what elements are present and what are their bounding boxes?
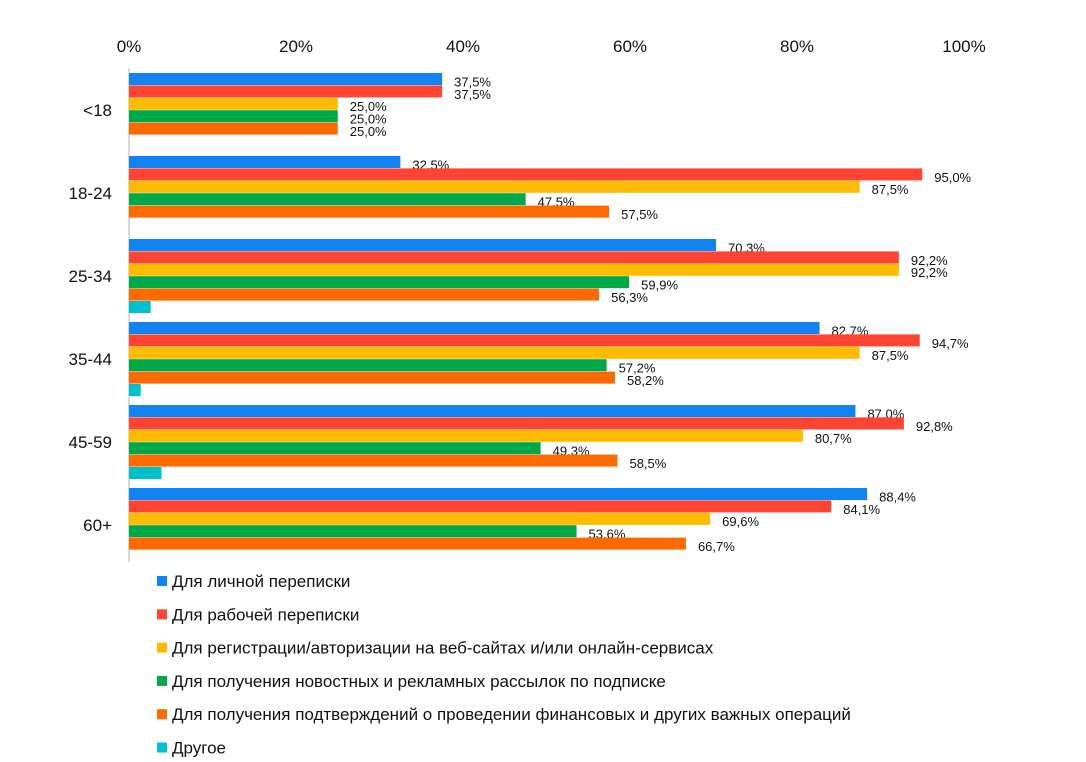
bar-2 — [129, 168, 923, 181]
bar-5 — [129, 122, 338, 135]
bar-6 — [129, 301, 151, 313]
data-label: 92,8% — [916, 419, 953, 434]
y-category-label: 45-59 — [69, 433, 112, 452]
bar-2 — [129, 251, 899, 264]
bar-6 — [129, 384, 141, 396]
bar-4 — [129, 276, 630, 289]
bar-5 — [129, 537, 686, 550]
legend-label: Для рабочей переписки — [172, 605, 359, 624]
data-label: 25,0% — [350, 112, 387, 127]
data-label: 84,1% — [843, 502, 880, 517]
data-label: 56,3% — [611, 290, 648, 305]
x-tick-label: 60% — [613, 37, 647, 56]
data-label: 58,5% — [629, 456, 666, 471]
bar-3 — [129, 263, 899, 276]
legend-swatch — [157, 642, 167, 653]
legend-label: Для получения новостных и рекламных расс… — [172, 672, 666, 691]
data-label: 69,6% — [722, 514, 759, 529]
bar-1 — [129, 488, 868, 500]
bar-3 — [129, 429, 803, 442]
bar-2 — [129, 417, 904, 430]
y-category-label: <18 — [83, 101, 112, 120]
legend-swatch — [157, 709, 167, 720]
bar-3 — [129, 97, 338, 110]
data-label: 57,5% — [621, 207, 658, 222]
x-tick-label: 80% — [780, 37, 814, 56]
bar-4 — [129, 525, 577, 538]
data-label: 92,2% — [911, 253, 948, 268]
legend-label: Для получения подтверждений о проведении… — [172, 705, 851, 724]
bar-1 — [129, 239, 717, 251]
bar-5 — [129, 205, 610, 218]
legend-swatch — [157, 675, 167, 686]
bar-4 — [129, 442, 541, 455]
bar-1 — [129, 405, 856, 417]
data-label: 59,9% — [641, 278, 678, 293]
data-label: 95,0% — [934, 170, 971, 185]
data-label: 37,5% — [454, 74, 491, 89]
data-label: 25,0% — [350, 99, 387, 114]
data-label: 57,2% — [619, 361, 656, 376]
bar-3 — [129, 180, 860, 193]
data-label: 94,7% — [932, 336, 969, 351]
legend-swatch — [157, 609, 167, 620]
bar-2 — [129, 334, 920, 347]
bar-1 — [129, 156, 401, 168]
legend-label: Для регистрации/авторизации на веб-сайта… — [172, 639, 714, 658]
bar-3 — [129, 346, 860, 359]
y-category-label: 25-34 — [69, 267, 112, 286]
bar-5 — [129, 454, 618, 467]
legend-label: Другое — [172, 739, 226, 758]
x-tick-label: 0% — [117, 37, 142, 56]
y-category-label: 60+ — [83, 516, 112, 535]
data-label: 92,2% — [911, 265, 948, 280]
bar-4 — [129, 193, 526, 206]
x-tick-label: 100% — [942, 37, 985, 56]
bar-2 — [129, 85, 443, 98]
bar-1 — [129, 73, 443, 85]
data-label: 58,2% — [627, 373, 664, 388]
bar-4 — [129, 359, 607, 372]
legend-swatch — [157, 576, 167, 586]
bar-3 — [129, 512, 711, 525]
data-label: 25,0% — [350, 124, 387, 139]
y-category-label: 18-24 — [69, 184, 112, 203]
x-tick-label: 20% — [279, 37, 313, 56]
data-label: 37,5% — [454, 87, 491, 102]
data-label: 88,4% — [879, 489, 916, 504]
y-category-label: 35-44 — [69, 350, 112, 369]
data-label: 80,7% — [815, 431, 852, 446]
data-label: 87,5% — [872, 348, 909, 363]
data-label: 66,7% — [698, 539, 735, 554]
bar-5 — [129, 288, 600, 301]
legend-swatch — [157, 742, 167, 753]
bar-1 — [129, 322, 820, 334]
bar-6 — [129, 467, 162, 479]
legend-label: Для личной переписки — [172, 572, 350, 591]
data-label: 87,5% — [872, 182, 909, 197]
bar-4 — [129, 110, 338, 123]
x-tick-label: 40% — [446, 37, 480, 56]
bar-5 — [129, 371, 615, 384]
bar-2 — [129, 500, 832, 513]
